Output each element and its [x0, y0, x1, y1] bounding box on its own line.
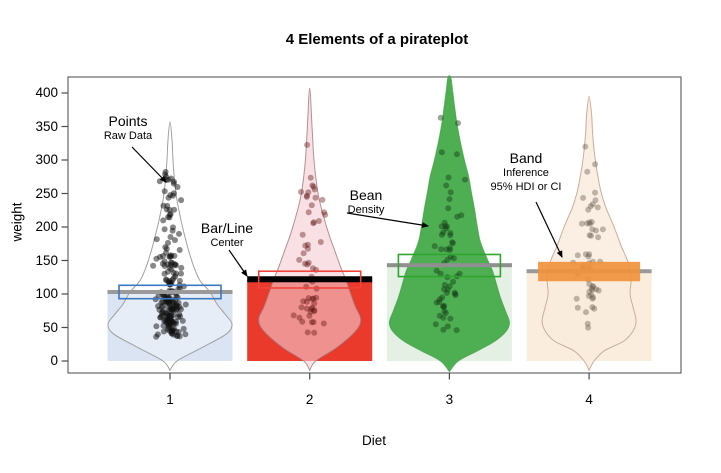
x-tick-label: 3	[445, 392, 454, 407]
group-diet-3	[386, 75, 512, 380]
annotation-points-sublabel: Raw Data	[103, 130, 153, 143]
bean	[258, 87, 362, 372]
inference-band	[118, 284, 222, 300]
annotation-arrow	[535, 201, 563, 258]
center-line	[247, 276, 373, 283]
y-tick-label: 100	[35, 286, 58, 301]
y-tick-label: 50	[42, 319, 58, 335]
bean	[541, 95, 637, 372]
y-tick-label: 250	[35, 185, 58, 201]
points-cloud	[150, 168, 189, 340]
y-tick-label: 350	[35, 118, 58, 134]
y-tick-label: 0	[50, 353, 58, 368]
annotation-band-label: Band	[509, 150, 543, 166]
x-tick-label: 4	[585, 392, 593, 407]
annotation-bar-line-label: Bar/Line	[200, 220, 254, 236]
inference-band	[257, 270, 362, 289]
center-line	[107, 289, 233, 294]
annotation-bar-line: Bar/Line Center	[201, 220, 253, 250]
x-axis-label: Diet	[361, 433, 387, 448]
center-line	[386, 263, 512, 268]
x-tick-label: 1	[166, 392, 174, 407]
group-diet-2	[247, 87, 373, 380]
bean	[388, 75, 510, 373]
annotation-bean: Bean Density	[348, 187, 385, 217]
inference-band	[538, 261, 641, 282]
annotation-bean-sublabel: Density	[347, 204, 385, 217]
annotation-bean-label: Bean	[349, 187, 383, 203]
annotation-arrow	[228, 249, 248, 277]
annotation-arrow	[346, 212, 429, 229]
x-tick-label: 2	[305, 392, 314, 407]
annotation-points: Points Raw Data	[104, 113, 152, 143]
annotation-bar-line-sublabel: Center	[210, 237, 244, 250]
inference-band	[397, 253, 502, 278]
group-diet-4	[526, 95, 652, 380]
annotation-band-sublabel: Inference	[503, 167, 549, 180]
y-tick-label: 300	[35, 152, 58, 167]
annotation-band-sublabel: 95% HDI or CI	[490, 181, 562, 194]
annotation-points-label: Points	[108, 113, 148, 129]
y-tick-label: 400	[35, 85, 58, 100]
annotation-band: Band Inference 95% HDI or CI	[491, 150, 562, 195]
group-diet-1	[107, 121, 233, 380]
y-tick-label: 200	[35, 219, 58, 234]
plot-box	[67, 76, 682, 374]
bean	[107, 121, 233, 372]
annotation-arrow	[131, 146, 167, 183]
y-tick-label: 150	[35, 252, 58, 268]
chart-title: 4 Elements of a pirateplot	[285, 31, 469, 48]
